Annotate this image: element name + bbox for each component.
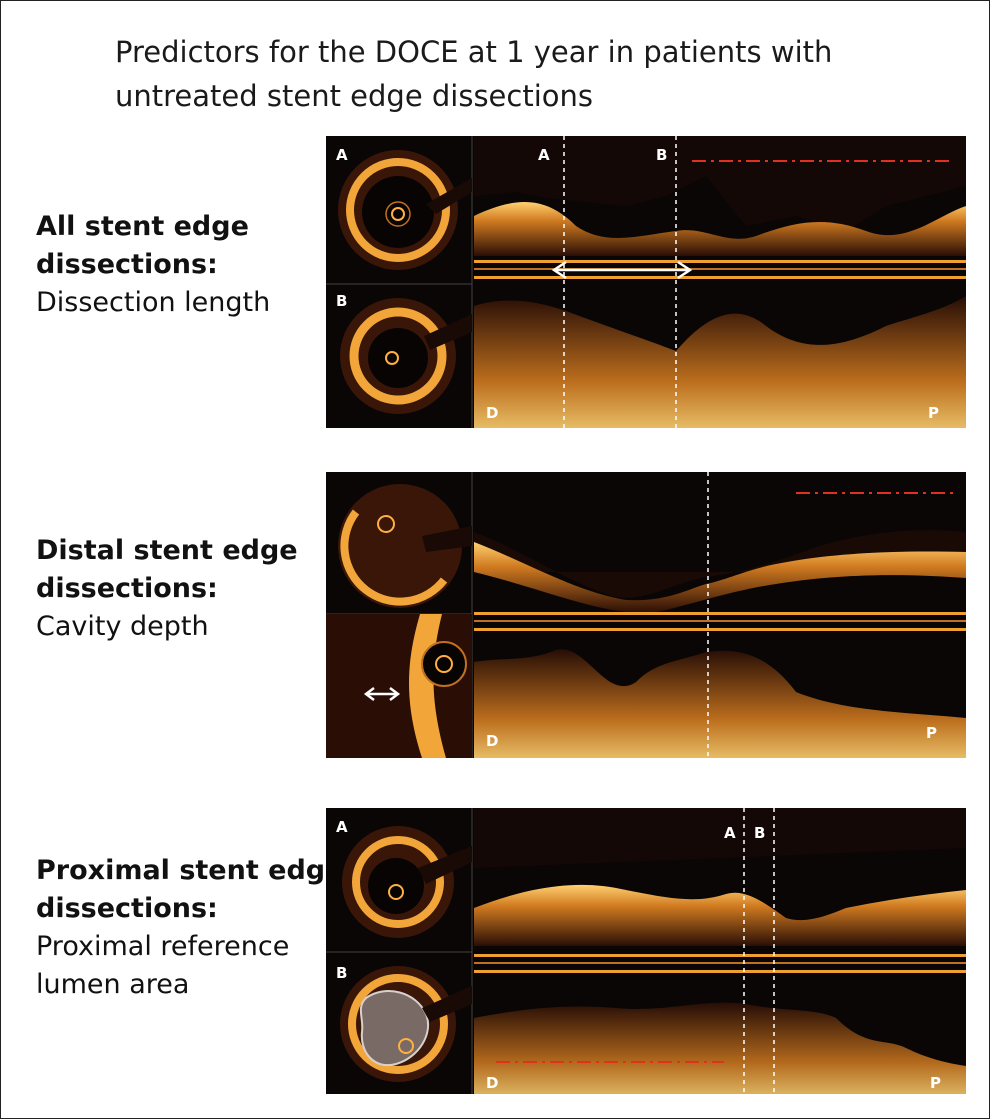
section-1-label: All stent edge dissections: Dissection l… [36, 208, 270, 322]
section-2-label: Distal stent edge dissections: Cavity de… [36, 532, 298, 646]
section-2-heading-line-2: dissections: [36, 573, 218, 604]
figure-title: Predictors for the DOCE at 1 year in pat… [115, 35, 833, 113]
section-3-heading-line-2: dissections: [36, 893, 218, 924]
section-3-predictor-line-2: lumen area [36, 969, 190, 1000]
section-1-oct-image: A B A B D P [326, 136, 966, 428]
s2-label-d: D [486, 732, 498, 750]
section-3-heading-line-1: Proximal stent edge [36, 855, 344, 886]
s3-cross-label-b: B [336, 964, 347, 982]
section-3-label: Proximal stent edge dissections: Proxima… [36, 852, 343, 1004]
s1-long-label-b: B [656, 146, 667, 164]
s1-label-p: P [928, 404, 939, 422]
section-3-predictor-line-1: Proximal reference [36, 931, 290, 962]
section-1-heading-line-2: dissections: [36, 249, 218, 280]
s1-cross-label-a: A [336, 146, 348, 164]
section-1-heading-line-1: All stent edge [36, 211, 249, 242]
s1-cross-label-b: B [336, 292, 347, 310]
section-2-predictor: Cavity depth [36, 611, 209, 642]
section-1-predictor: Dissection length [36, 287, 271, 318]
s3-label-p: P [930, 1074, 941, 1092]
s3-long-label-b: B [754, 824, 765, 842]
s3-long-label-a: A [724, 824, 736, 842]
s3-label-d: D [486, 1074, 498, 1092]
section-3-oct-image: A B A B D P [326, 808, 966, 1094]
section-2-heading-line-1: Distal stent edge [36, 535, 298, 566]
section-2-oct-image: D P [326, 472, 966, 758]
s1-long-label-a: A [538, 146, 550, 164]
s1-label-d: D [486, 404, 498, 422]
s3-cross-label-a: A [336, 818, 348, 836]
s2-label-p: P [926, 724, 937, 742]
